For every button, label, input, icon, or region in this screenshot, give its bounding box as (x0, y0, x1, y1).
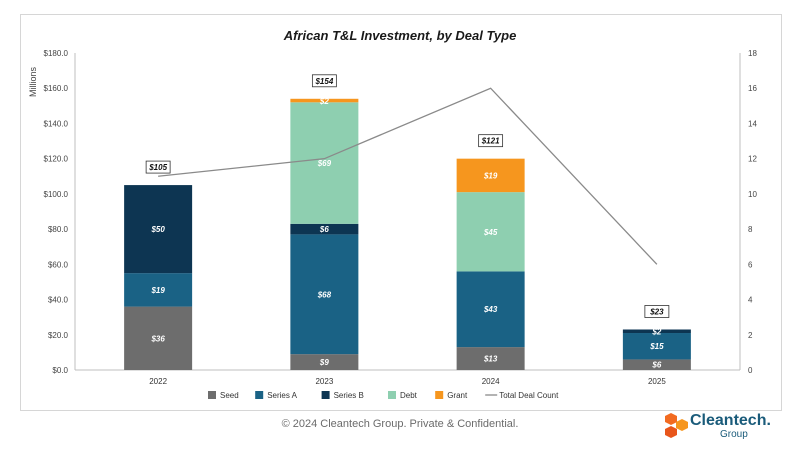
y-tick-label: $180.0 (44, 49, 69, 58)
bar-series-a (622, 333, 691, 360)
bar-seed (290, 354, 359, 370)
legend-label: Series A (267, 391, 297, 400)
y2-tick-label: 2 (748, 331, 753, 340)
data-label: $6 (651, 361, 661, 370)
legend-label: Seed (220, 391, 239, 400)
y-tick-label: $140.0 (44, 119, 69, 128)
bar-grant (290, 98, 359, 103)
y2-tick-label: 4 (748, 296, 753, 305)
data-label: $19 (150, 286, 165, 295)
data-label: $45 (483, 228, 498, 237)
legend-swatch (255, 391, 264, 399)
bar-series-b (290, 223, 359, 235)
bar-debt (290, 102, 359, 224)
bar-series-a (290, 234, 359, 355)
y-axis-label: Millions (28, 67, 38, 98)
total-label: $105 (148, 163, 167, 172)
chart-title: African T&L Investment, by Deal Type (283, 28, 517, 43)
y2-tick-label: 12 (748, 155, 757, 164)
legend-swatch (388, 391, 396, 399)
x-tick-label: 2022 (149, 377, 167, 386)
footer-copyright: © 2024 Cleantech Group. Private & Confid… (281, 418, 519, 430)
data-label: $13 (483, 355, 498, 364)
y-tick-label: $20.0 (48, 331, 69, 340)
x-tick-label: 2023 (315, 377, 333, 386)
y-tick-label: $100.0 (44, 190, 69, 199)
total-label-box (644, 305, 670, 318)
total-label: $121 (481, 137, 500, 146)
y2-tick-label: 18 (748, 49, 757, 58)
y-tick-label: $120.0 (44, 155, 69, 164)
y2-tick-label: 10 (748, 190, 757, 199)
data-label: $2 (319, 97, 329, 106)
logo-name: Cleantech. (690, 412, 771, 429)
line-total-deal-count (158, 87, 658, 265)
bar-seed (622, 359, 691, 370)
y2-tick-label: 16 (748, 84, 757, 93)
legend-swatch (435, 391, 444, 399)
hexagon-logo-icon (665, 413, 688, 438)
legend-label: Grant (447, 391, 468, 400)
bar-series-a (456, 271, 525, 348)
total-label-box (311, 74, 337, 88)
y2-tick-label: 8 (748, 225, 753, 234)
legend-swatch (321, 391, 330, 399)
total-label-box (145, 160, 171, 174)
total-label-box (478, 134, 504, 148)
data-label: $68 (317, 290, 332, 299)
y-tick-label: $80.0 (48, 225, 69, 234)
data-label: $19 (483, 171, 498, 180)
bar-debt (456, 192, 525, 272)
y-tick-label: $40.0 (48, 296, 69, 305)
x-tick-label: 2024 (482, 377, 500, 386)
data-label: $50 (150, 225, 165, 234)
bar-series-b (124, 185, 193, 274)
bar-series-a (124, 273, 193, 307)
bar-series-b (622, 329, 691, 334)
legend-label: Total Deal Count (499, 391, 559, 400)
cleantech-logo: Cleantech. Group (662, 412, 772, 442)
y2-tick-label: 14 (748, 119, 757, 128)
y2-tick-label: 6 (748, 260, 753, 269)
y-tick-label: $160.0 (44, 84, 69, 93)
data-label: $43 (483, 305, 498, 314)
total-label: $23 (649, 307, 664, 316)
x-tick-label: 2025 (648, 377, 666, 386)
bar-seed (124, 306, 193, 370)
y2-tick-label: 0 (748, 366, 753, 375)
data-label: $2 (651, 327, 661, 336)
legend-label: Series B (334, 391, 364, 400)
data-label: $36 (150, 334, 165, 343)
data-label: $6 (319, 225, 329, 234)
bar-seed (456, 347, 525, 370)
data-label: $9 (319, 358, 329, 367)
bar-grant (456, 158, 525, 193)
legend-swatch (208, 391, 216, 399)
logo-sub: Group (720, 429, 748, 440)
y-tick-label: $0.0 (52, 366, 68, 375)
legend-label: Debt (400, 391, 418, 400)
data-label: $69 (317, 159, 332, 168)
y-tick-label: $60.0 (48, 260, 69, 269)
data-label: $15 (649, 342, 664, 351)
total-label: $154 (314, 77, 333, 86)
